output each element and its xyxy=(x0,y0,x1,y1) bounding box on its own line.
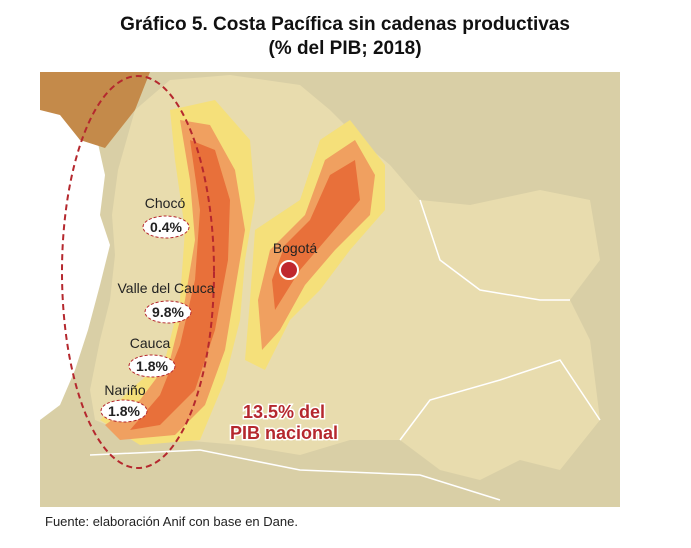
share-badge xyxy=(142,215,190,239)
share-badge xyxy=(100,399,148,423)
pacific-highlight xyxy=(61,75,215,469)
share-badge xyxy=(128,354,176,378)
capital-name: Bogotá xyxy=(273,240,318,256)
region-share: 9.8% xyxy=(152,304,184,320)
title: Gráfico 5. Costa Pacífica sin cadenas pr… xyxy=(120,14,570,35)
source: Fuente: elaboración Anif con base en Dan… xyxy=(45,514,298,529)
total-line1: 13.5% del xyxy=(243,402,325,422)
region-share: 0.4% xyxy=(150,219,182,235)
region-share: 1.8% xyxy=(108,403,140,419)
capital-marker xyxy=(279,260,299,280)
region-name: Cauca xyxy=(130,335,171,351)
sea xyxy=(40,105,110,420)
share-badge xyxy=(144,300,192,324)
subtitle: (% del PIB; 2018) xyxy=(268,38,421,59)
region-name: Chocó xyxy=(145,195,186,211)
region-name: Nariño xyxy=(104,382,145,398)
region-name: Valle del Cauca xyxy=(117,280,214,296)
border xyxy=(89,199,601,501)
total-line2: PIB nacional xyxy=(230,423,338,443)
region-share: 1.8% xyxy=(136,358,168,374)
high-mountains xyxy=(130,140,230,430)
map xyxy=(40,72,620,507)
